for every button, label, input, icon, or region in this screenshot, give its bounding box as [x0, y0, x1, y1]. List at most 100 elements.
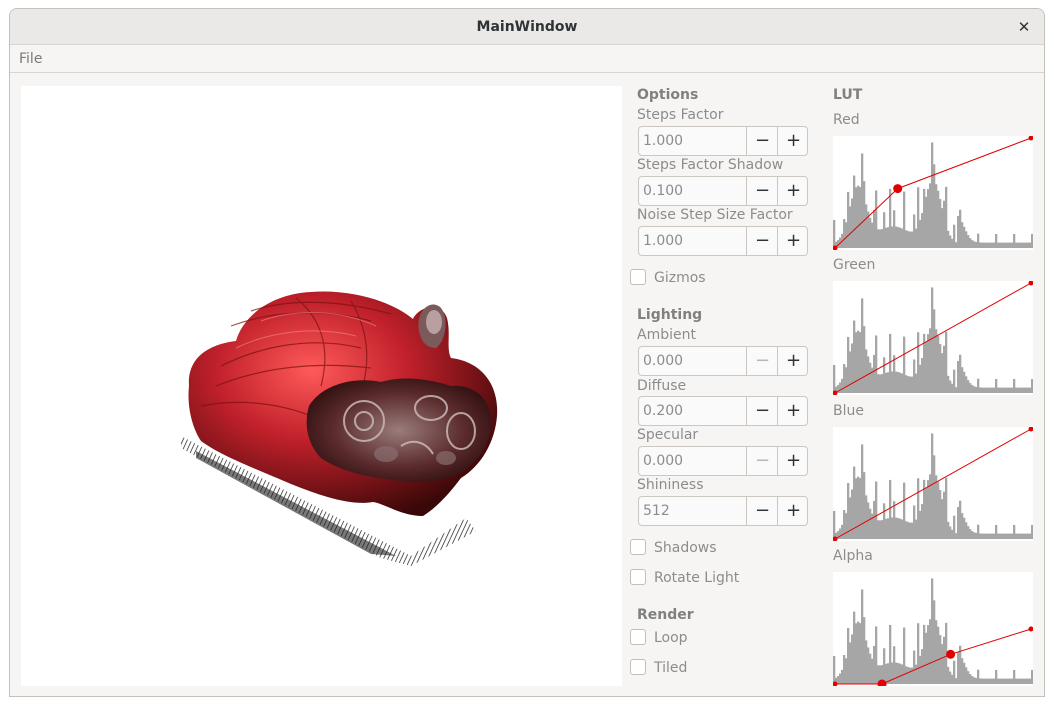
histogram-bar	[1029, 242, 1032, 248]
histogram-bar	[887, 663, 890, 684]
histogram-bar	[983, 533, 986, 539]
diffuse-label: Diffuse	[637, 378, 687, 394]
steps-factor-shadow-increment-button[interactable]: +	[777, 177, 809, 205]
ambient-decrement-button[interactable]: −	[746, 347, 778, 375]
volume-render-viewport[interactable]	[21, 86, 622, 686]
noise-step-size-factor-increment-button[interactable]: +	[777, 227, 809, 255]
diffuse-decrement-button[interactable]: −	[746, 397, 778, 425]
histogram-bar	[967, 235, 970, 248]
histogram-bar	[969, 238, 972, 248]
histogram-bar	[919, 510, 922, 539]
histogram-bar	[997, 533, 1000, 539]
histogram-bar	[847, 627, 850, 684]
histogram-bar	[953, 660, 956, 684]
histogram-bar	[1013, 669, 1016, 684]
histogram-bar	[903, 627, 906, 684]
shadows-checkbox-box[interactable]	[630, 539, 646, 555]
histogram-bar	[975, 241, 978, 248]
histogram-bar	[1001, 242, 1004, 248]
histogram-bar	[837, 240, 840, 248]
histogram-bar	[997, 678, 1000, 684]
specular-increment-button[interactable]: +	[777, 447, 809, 475]
histogram-bar	[1017, 533, 1020, 539]
histogram-bar	[855, 478, 858, 539]
rotate-light-checkbox-box[interactable]	[630, 569, 646, 585]
noise-step-size-factor-input[interactable]: 1.000	[643, 233, 684, 249]
gizmos-checkbox-box[interactable]	[630, 269, 646, 285]
histogram-bar	[905, 230, 908, 248]
control-point[interactable]	[1028, 136, 1034, 141]
histogram-bar	[979, 533, 982, 539]
histogram-bar	[855, 187, 858, 248]
histogram-bar	[903, 482, 906, 539]
histogram-bar	[977, 669, 980, 684]
histogram-bar	[833, 510, 836, 539]
shininess-decrement-button[interactable]: −	[746, 497, 778, 525]
control-point[interactable]	[877, 679, 887, 687]
menu-file[interactable]: File	[19, 51, 43, 67]
histogram-bar	[969, 383, 972, 393]
control-point[interactable]	[893, 184, 903, 194]
histogram-bar	[933, 455, 936, 539]
histogram-bar	[863, 472, 866, 539]
control-point[interactable]	[833, 536, 838, 542]
steps-factor-shadow-input[interactable]: 0.100	[643, 183, 684, 199]
diffuse-increment-button[interactable]: +	[777, 397, 809, 425]
specular-decrement-button[interactable]: −	[746, 447, 778, 475]
shininess-input[interactable]: 512	[643, 503, 670, 519]
control-point[interactable]	[946, 649, 956, 659]
close-icon[interactable]: ✕	[1017, 18, 1031, 36]
ambient-increment-button[interactable]: +	[777, 347, 809, 375]
control-point[interactable]	[1028, 427, 1034, 432]
histogram-bar	[837, 385, 840, 393]
histogram-bar	[875, 481, 878, 539]
specular-input[interactable]: 0.000	[643, 453, 684, 469]
shininess-increment-button[interactable]: +	[777, 497, 809, 525]
control-point[interactable]	[1028, 281, 1034, 286]
histogram-bar	[961, 367, 964, 393]
histogram-bar	[955, 242, 958, 248]
diffuse-input[interactable]: 0.200	[643, 403, 684, 419]
histogram-bar	[947, 521, 950, 539]
histogram-bar	[917, 623, 920, 684]
histogram-bar	[873, 500, 876, 539]
histogram-bar	[913, 359, 916, 393]
histogram-bar	[905, 375, 908, 393]
control-point[interactable]	[833, 390, 838, 396]
loop-checkbox-box[interactable]	[630, 629, 646, 645]
histogram-bar	[959, 645, 962, 684]
lut-blue-editor[interactable]	[833, 427, 1033, 541]
lut-alpha-editor[interactable]	[833, 572, 1033, 686]
steps-factor-decrement-button[interactable]: −	[746, 127, 778, 155]
histogram-bar	[855, 332, 858, 393]
noise-step-size-factor-decrement-button[interactable]: −	[746, 227, 778, 255]
steps-factor-increment-button[interactable]: +	[777, 127, 809, 155]
histogram-bar	[903, 191, 906, 248]
histogram-bar	[929, 328, 932, 393]
control-point[interactable]	[833, 245, 838, 251]
control-point[interactable]	[1028, 626, 1034, 632]
ambient-input[interactable]: 0.000	[643, 353, 684, 369]
histogram-bar	[975, 532, 978, 539]
histogram-bar	[1027, 242, 1030, 248]
histogram-bar	[1015, 242, 1018, 248]
histogram-bar	[1005, 533, 1008, 539]
histogram-bar	[871, 367, 874, 393]
tiled-checkbox-box[interactable]	[630, 659, 646, 675]
tiled-checkbox-label: Tiled	[654, 660, 688, 676]
lut-green-editor[interactable]	[833, 281, 1033, 395]
lighting-heading: Lighting	[637, 307, 703, 323]
histogram-bar	[1025, 242, 1028, 248]
histogram-bar	[857, 185, 860, 248]
histogram-bar	[1009, 242, 1012, 248]
histogram-bar	[949, 671, 952, 684]
histogram-bar	[1023, 678, 1026, 684]
histogram-bar	[1019, 678, 1022, 684]
histogram-bar	[945, 331, 948, 393]
steps-factor-shadow-decrement-button[interactable]: −	[746, 177, 778, 205]
lut-red-editor[interactable]	[833, 136, 1033, 250]
steps-factor-input[interactable]: 1.000	[643, 133, 684, 149]
menu-bar: File	[10, 45, 1044, 73]
histogram-bar	[991, 678, 994, 684]
control-point[interactable]	[833, 681, 838, 687]
